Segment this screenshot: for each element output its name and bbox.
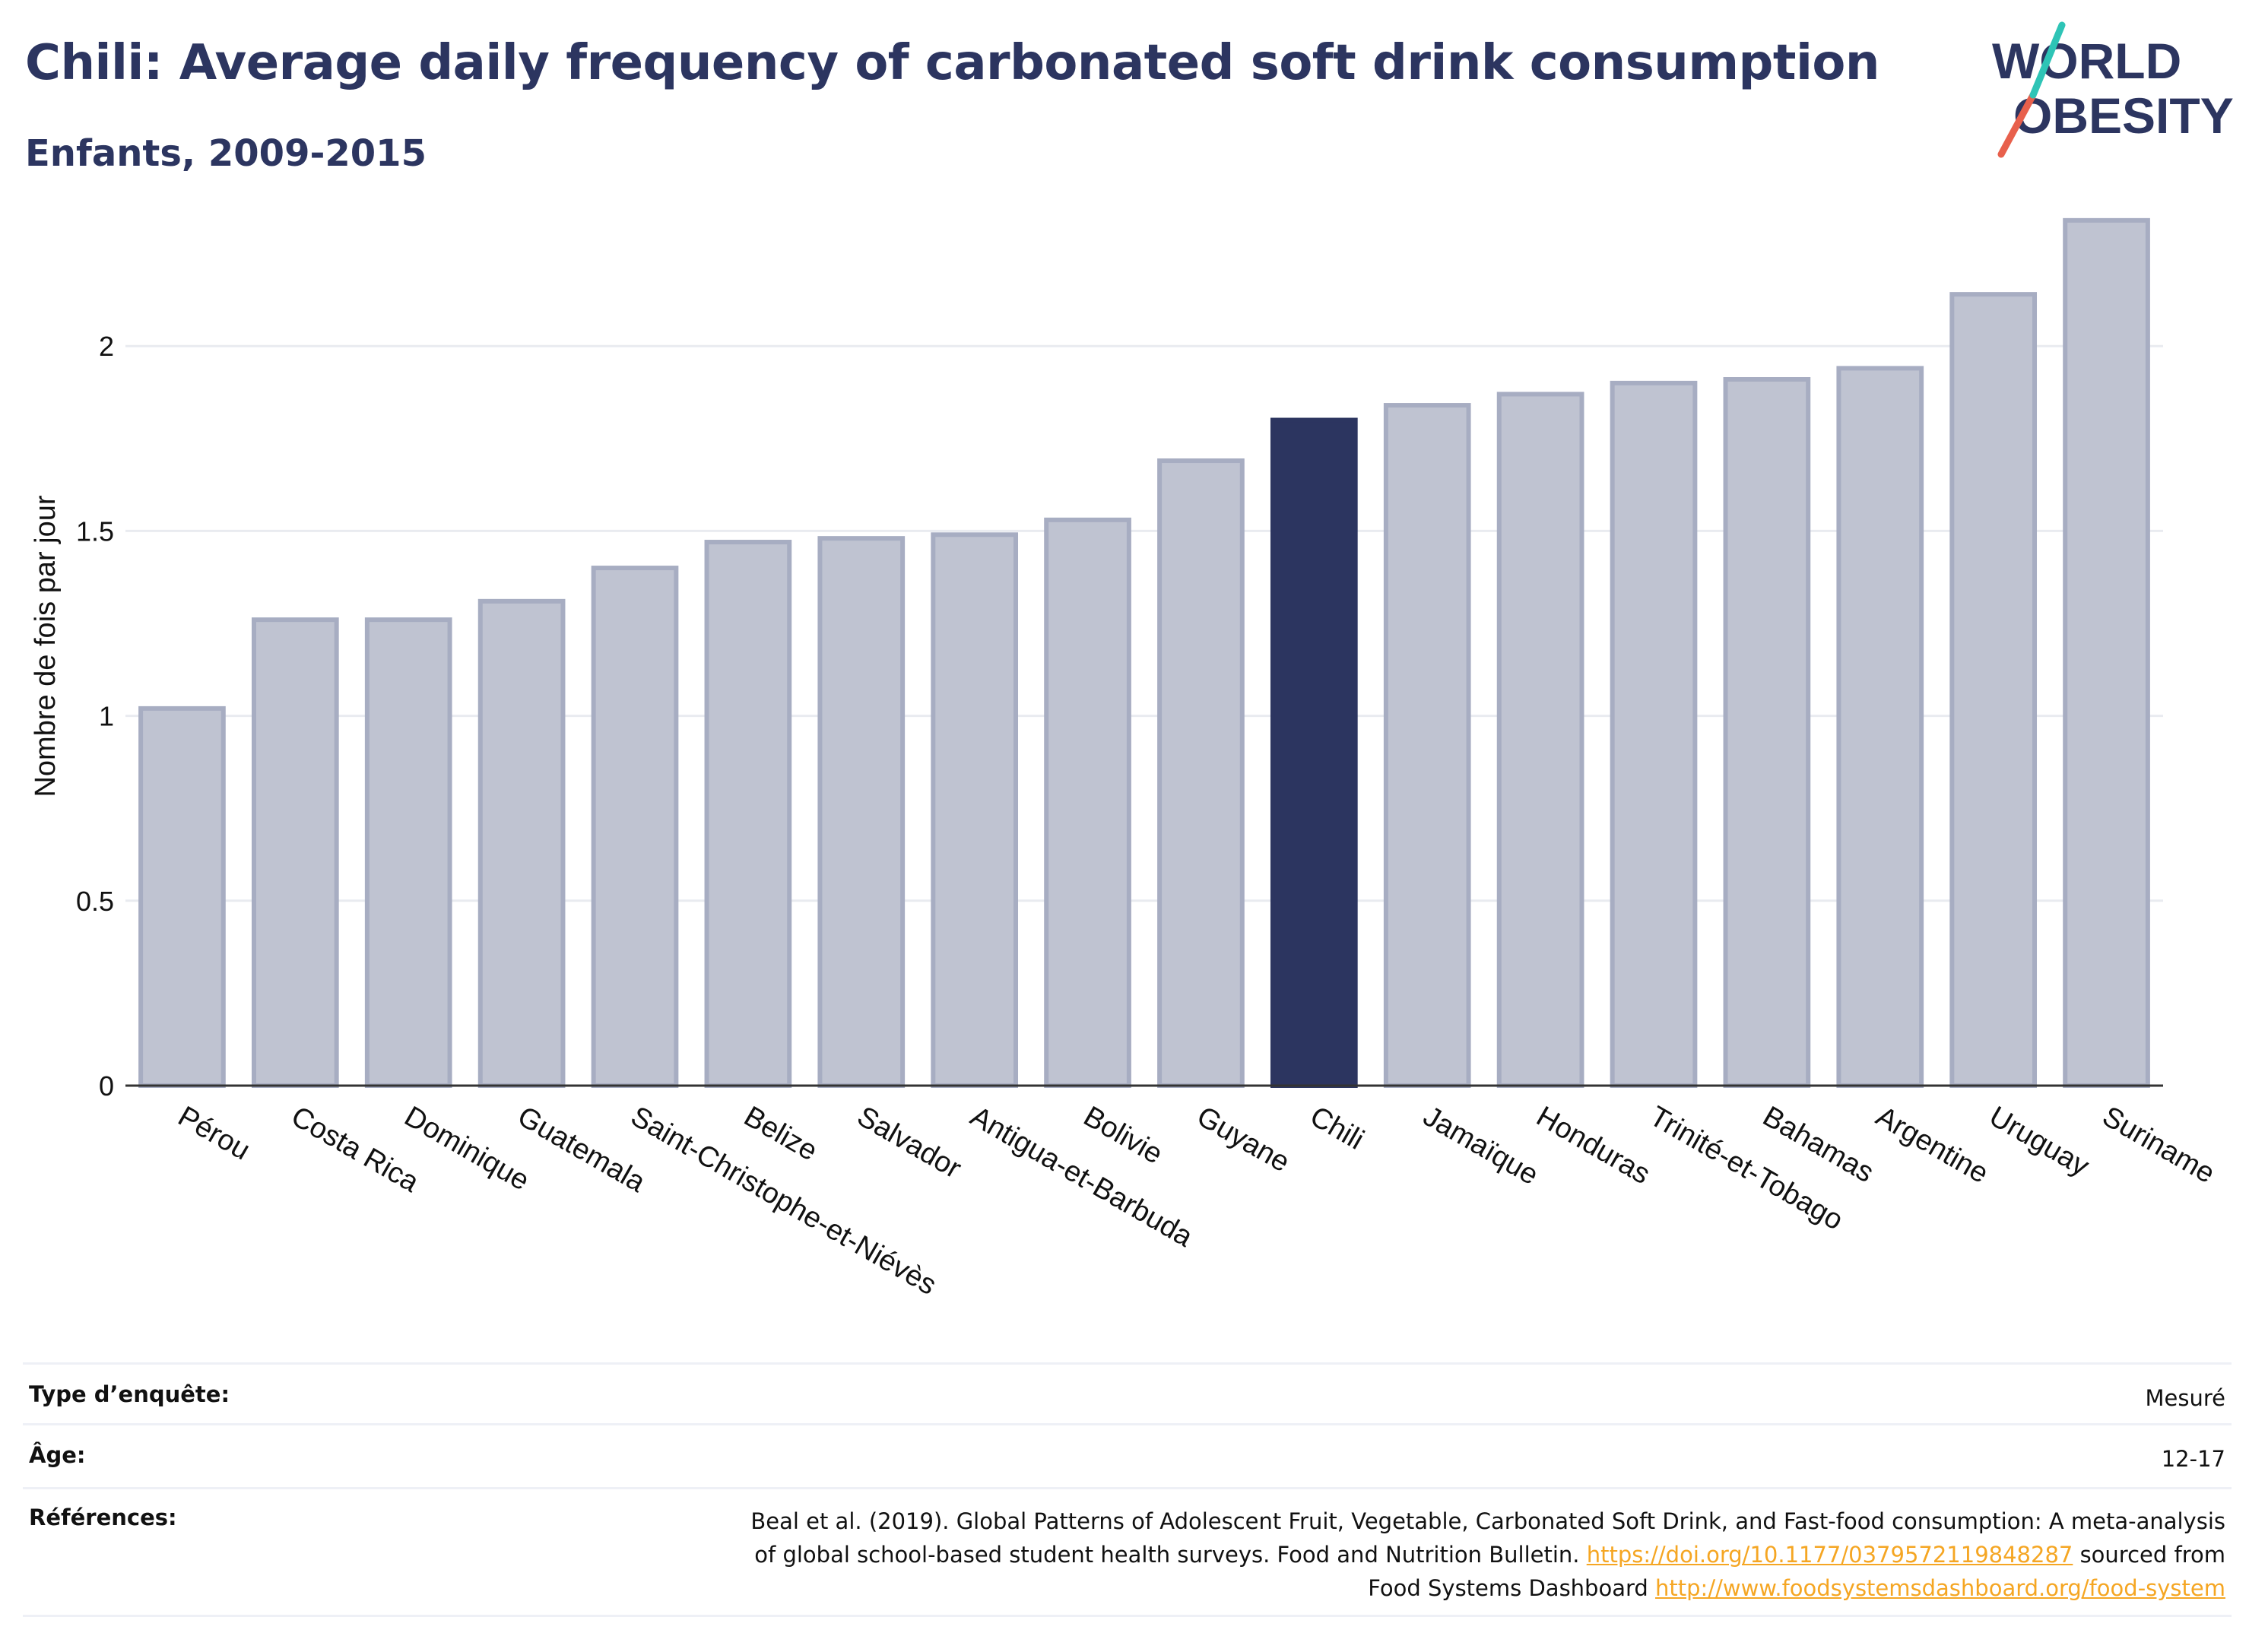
- bar: [591, 566, 679, 1088]
- x-tick-label: Guatemala: [512, 1100, 652, 1199]
- y-axis-label: Nombre de fois par jour: [30, 495, 62, 797]
- x-tick-label: Chili: [1305, 1100, 1369, 1156]
- logo-line1: WORLD: [1992, 33, 2181, 89]
- grid-lines: [125, 344, 2163, 902]
- y-tick-label: 2: [99, 331, 114, 362]
- logo-slash-red: [1997, 91, 2037, 158]
- references-text-4: Food Systems Dashboard: [1368, 1575, 1656, 1601]
- info-row-survey: Type d’enquête: Mesuré: [23, 1362, 2232, 1425]
- references-label: Références:: [23, 1487, 327, 1617]
- references-text-2: of global school-based student health su…: [754, 1542, 1587, 1568]
- x-tick-label: Guyane: [1191, 1100, 1295, 1178]
- y-tick-label: 0.5: [76, 886, 114, 917]
- bar: [1044, 517, 1131, 1088]
- food-systems-link[interactable]: http://www.foodsystemsdashboard.org/food…: [1655, 1575, 2225, 1601]
- bar: [364, 617, 452, 1088]
- logo-slash-teal: [2029, 21, 2066, 99]
- survey-type-label: Type d’enquête:: [23, 1362, 327, 1425]
- chart-subtitle: Enfants, 2009-2015: [25, 132, 427, 175]
- bar: [1496, 392, 1584, 1088]
- references-text-1: Beal et al. (2019). Global Patterns of A…: [750, 1508, 2225, 1534]
- bar: [1836, 366, 1924, 1089]
- bar: [1157, 458, 1245, 1088]
- bar: [1270, 417, 1358, 1088]
- bar: [1723, 377, 1811, 1089]
- x-tick-label: Honduras: [1531, 1100, 1656, 1191]
- bar: [1610, 380, 1698, 1089]
- y-tick-label: 0: [99, 1070, 114, 1102]
- bars: [138, 217, 2150, 1089]
- bar: [817, 536, 906, 1088]
- x-tick-label: Costa Rica: [286, 1100, 425, 1199]
- bar: [138, 706, 226, 1088]
- info-table: Type d’enquête: Mesuré Âge: 12-17 Référe…: [23, 1362, 2232, 1617]
- y-tick-labels: 0 0.5 1 1.5 2: [76, 331, 114, 1102]
- references-value: Beal et al. (2019). Global Patterns of A…: [327, 1487, 2232, 1617]
- bar: [931, 532, 1019, 1088]
- y-tick-label: 1.5: [76, 515, 114, 547]
- world-obesity-logo: WORLD OBESITY: [1992, 21, 2234, 158]
- x-tick-label: Dominique: [399, 1100, 534, 1197]
- x-tick-label: Uruguay: [1984, 1100, 2094, 1182]
- bar-chart: 0 0.5 1 1.5 2 Pérou Costa RicaDominiqueGuatem…: [30, 217, 2220, 1302]
- x-tick-label: Belize: [738, 1100, 823, 1167]
- bar: [1949, 292, 2038, 1089]
- age-label: Âge:: [23, 1423, 327, 1489]
- bar: [1383, 403, 1471, 1088]
- bar: [704, 540, 792, 1088]
- x-tick-label: Trinité-et-Tobago: [1645, 1100, 1849, 1236]
- bar: [251, 617, 339, 1088]
- info-row-references: Références: Beal et al. (2019). Global P…: [23, 1487, 2232, 1617]
- bar: [477, 598, 566, 1088]
- bar: [2063, 217, 2150, 1089]
- logo-line2: OBESITY: [2013, 87, 2234, 144]
- age-value: 12-17: [327, 1423, 2232, 1489]
- x-tick-label: Argentine: [1870, 1100, 1994, 1190]
- references-text-3: sourced from: [2073, 1542, 2225, 1568]
- y-tick-label: 1: [99, 701, 114, 732]
- x-tick-label: Suriname: [2097, 1100, 2220, 1190]
- x-tick-label: Bolivie: [1078, 1100, 1168, 1170]
- x-tick-labels: Pérou Costa RicaDominiqueGuatemalaSaint-C…: [173, 1100, 2220, 1301]
- x-tick-label: Pérou: [173, 1100, 255, 1166]
- x-tick-label: Jamaïque: [1418, 1100, 1544, 1191]
- x-tick-label: Salvador: [852, 1100, 966, 1185]
- doi-link[interactable]: https://doi.org/10.1177/0379572119848287: [1586, 1542, 2073, 1568]
- info-row-age: Âge: 12-17: [23, 1423, 2232, 1489]
- chart-title: Chili: Average daily frequency of carbon…: [25, 35, 1879, 91]
- survey-type-value: Mesuré: [327, 1362, 2232, 1425]
